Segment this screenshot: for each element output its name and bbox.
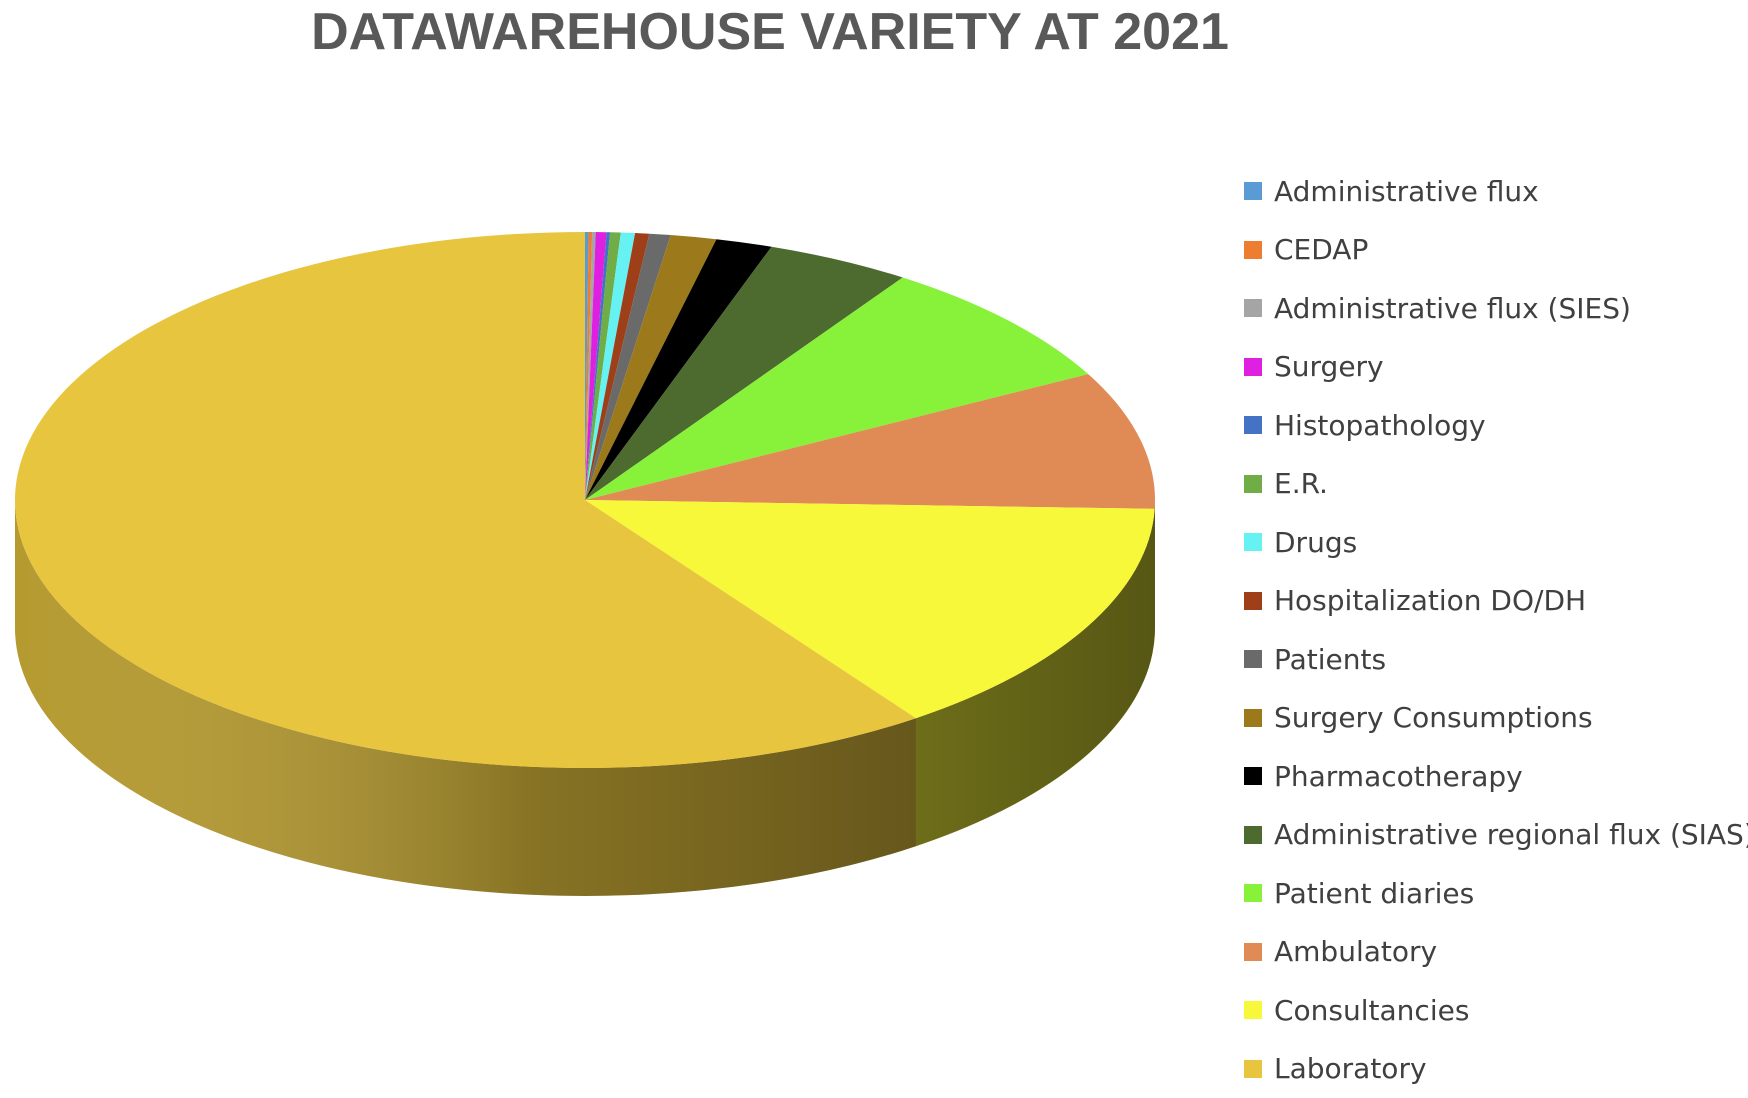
legend-label: Patients — [1274, 643, 1386, 676]
legend-swatch — [1244, 709, 1262, 727]
legend-label: Hospitalization DO/DH — [1274, 584, 1586, 617]
legend-label: Administrative flux (SIES) — [1274, 292, 1631, 325]
legend-swatch — [1244, 533, 1262, 551]
legend-label: Laboratory — [1274, 1052, 1427, 1085]
legend-label: Ambulatory — [1274, 935, 1437, 968]
legend-item-administrative-regional-flux-sias: Administrative regional flux (SIAS) — [1244, 806, 1744, 865]
legend-item-drugs: Drugs — [1244, 513, 1744, 572]
legend-item-hospitalization-do-dh: Hospitalization DO/DH — [1244, 572, 1744, 631]
legend-swatch — [1244, 1060, 1262, 1078]
legend-item-surgery: Surgery — [1244, 338, 1744, 397]
legend-label: Surgery Consumptions — [1274, 701, 1593, 734]
legend-swatch — [1244, 826, 1262, 844]
legend-item-patient-diaries: Patient diaries — [1244, 864, 1744, 923]
legend-label: Histopathology — [1274, 409, 1486, 442]
legend-label: Surgery — [1274, 350, 1384, 383]
legend-item-e-r: E.R. — [1244, 455, 1744, 514]
legend-label: CEDAP — [1274, 233, 1368, 266]
legend-swatch — [1244, 943, 1262, 961]
legend-item-cedap: CEDAP — [1244, 221, 1744, 280]
legend-swatch — [1244, 416, 1262, 434]
legend-swatch — [1244, 884, 1262, 902]
legend-item-consultancies: Consultancies — [1244, 981, 1744, 1040]
legend-swatch — [1244, 767, 1262, 785]
legend-item-histopathology: Histopathology — [1244, 396, 1744, 455]
legend-label: Consultancies — [1274, 994, 1469, 1027]
legend-item-pharmacotherapy: Pharmacotherapy — [1244, 747, 1744, 806]
legend-item-laboratory: Laboratory — [1244, 1040, 1744, 1098]
legend-swatch — [1244, 650, 1262, 668]
legend: Administrative flux CEDAP Administrative f… — [1244, 162, 1744, 1098]
pie-chart — [0, 0, 1200, 1091]
legend-label: Pharmacotherapy — [1274, 760, 1523, 793]
legend-item-patients: Patients — [1244, 630, 1744, 689]
legend-item-administrative-flux-sies: Administrative flux (SIES) — [1244, 279, 1744, 338]
legend-swatch — [1244, 241, 1262, 259]
pie-tops — [15, 232, 1155, 768]
legend-item-surgery-consumptions: Surgery Consumptions — [1244, 689, 1744, 748]
legend-swatch — [1244, 358, 1262, 376]
legend-swatch — [1244, 182, 1262, 200]
legend-swatch — [1244, 475, 1262, 493]
legend-item-administrative-flux: Administrative flux — [1244, 162, 1744, 221]
legend-label: E.R. — [1274, 467, 1328, 500]
legend-label: Drugs — [1274, 526, 1357, 559]
legend-swatch — [1244, 592, 1262, 610]
legend-label: Administrative flux — [1274, 175, 1539, 208]
legend-item-ambulatory: Ambulatory — [1244, 923, 1744, 982]
legend-label: Administrative regional flux (SIAS) — [1274, 818, 1748, 851]
legend-swatch — [1244, 1001, 1262, 1019]
legend-label: Patient diaries — [1274, 877, 1474, 910]
legend-swatch — [1244, 299, 1262, 317]
